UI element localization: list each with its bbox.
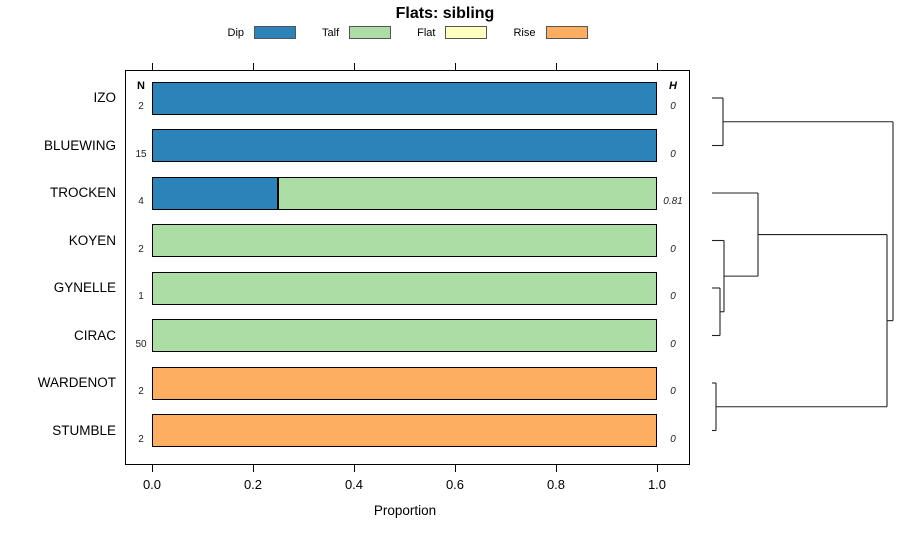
- axis-tick-bottom: [657, 465, 658, 472]
- axis-tick-top: [455, 63, 456, 70]
- n-column-header: N: [137, 80, 145, 92]
- axis-tick-bottom: [354, 465, 355, 472]
- row-label: TROCKEN: [49, 185, 116, 200]
- bar-segment-talf: [152, 319, 657, 352]
- h-value: 0: [670, 386, 676, 397]
- axis-tick-bottom: [556, 465, 557, 472]
- n-value: 2: [138, 243, 144, 255]
- axis-tick-label: 0.2: [243, 477, 263, 492]
- n-value: 2: [138, 101, 144, 112]
- axis-tick-label: 0.4: [344, 477, 364, 492]
- dendrogram: [712, 97, 894, 432]
- bar-segment-talf: [152, 271, 657, 305]
- row-label: WARDENOT: [37, 375, 116, 390]
- bar-segment-rise: [152, 366, 657, 400]
- n-value: 15: [135, 148, 147, 160]
- axis-tick-bottom: [253, 465, 254, 472]
- legend-item: Flat: [417, 26, 488, 39]
- legend: Dip Talf Flat Rise: [0, 26, 815, 39]
- legend-swatch: [545, 26, 588, 39]
- axis-tick-label: 0.8: [546, 477, 566, 492]
- plot-border: [125, 70, 690, 465]
- row-label: CIRAC: [73, 327, 116, 343]
- n-value: 1: [138, 291, 144, 302]
- axis-tick-label: 1.0: [647, 477, 667, 492]
- axis-tick-label: 0.6: [445, 477, 465, 492]
- bar-segment-dip: [152, 176, 279, 210]
- row-label: STUMBLE: [52, 422, 116, 438]
- legend-item-label: Dip: [227, 26, 245, 39]
- chart-title: Flats: sibling: [395, 5, 495, 22]
- row-label: KOYEN: [68, 232, 116, 248]
- h-value: 0: [670, 291, 676, 302]
- axis-tick-top: [354, 63, 355, 70]
- h-value: 0: [670, 101, 676, 112]
- legend-item-label: Rise: [513, 26, 536, 39]
- legend-item: Talf: [322, 26, 392, 39]
- row-label: IZO: [93, 90, 117, 105]
- bar-segment-dip: [152, 129, 657, 162]
- row-label: GYNELLE: [53, 280, 116, 295]
- row-label: BLUEWING: [43, 137, 116, 153]
- x-axis-label: Proportion: [373, 503, 437, 518]
- axis-tick-bottom: [152, 465, 153, 472]
- n-value: 2: [138, 433, 144, 445]
- legend-item: Dip: [228, 26, 297, 39]
- bar-segment-talf: [278, 176, 657, 210]
- h-value: 0: [670, 243, 676, 255]
- legend-item-label: Flat: [417, 26, 436, 39]
- axis-tick-top: [556, 63, 557, 70]
- n-value: 4: [138, 196, 144, 207]
- axis-tick-label: 0.0: [142, 477, 162, 492]
- h-value: 0: [670, 148, 676, 160]
- bar-segment-dip: [152, 81, 657, 115]
- legend-item: Rise: [513, 26, 588, 39]
- legend-swatch: [254, 26, 297, 39]
- axis-tick-top: [253, 63, 254, 70]
- legend-item-label: Talf: [322, 26, 340, 39]
- n-value: 50: [135, 338, 147, 350]
- axis-tick-top: [152, 63, 153, 70]
- h-value: 0.81: [663, 196, 683, 207]
- h-column-header: H: [669, 80, 677, 92]
- bar-segment-rise: [152, 414, 657, 447]
- axis-tick-bottom: [455, 465, 456, 472]
- h-value: 0: [670, 338, 676, 350]
- h-value: 0: [670, 433, 676, 445]
- axis-tick-top: [657, 63, 658, 70]
- legend-swatch: [349, 26, 392, 39]
- legend-swatch: [445, 26, 488, 39]
- n-value: 2: [138, 386, 144, 397]
- bar-segment-talf: [152, 224, 657, 257]
